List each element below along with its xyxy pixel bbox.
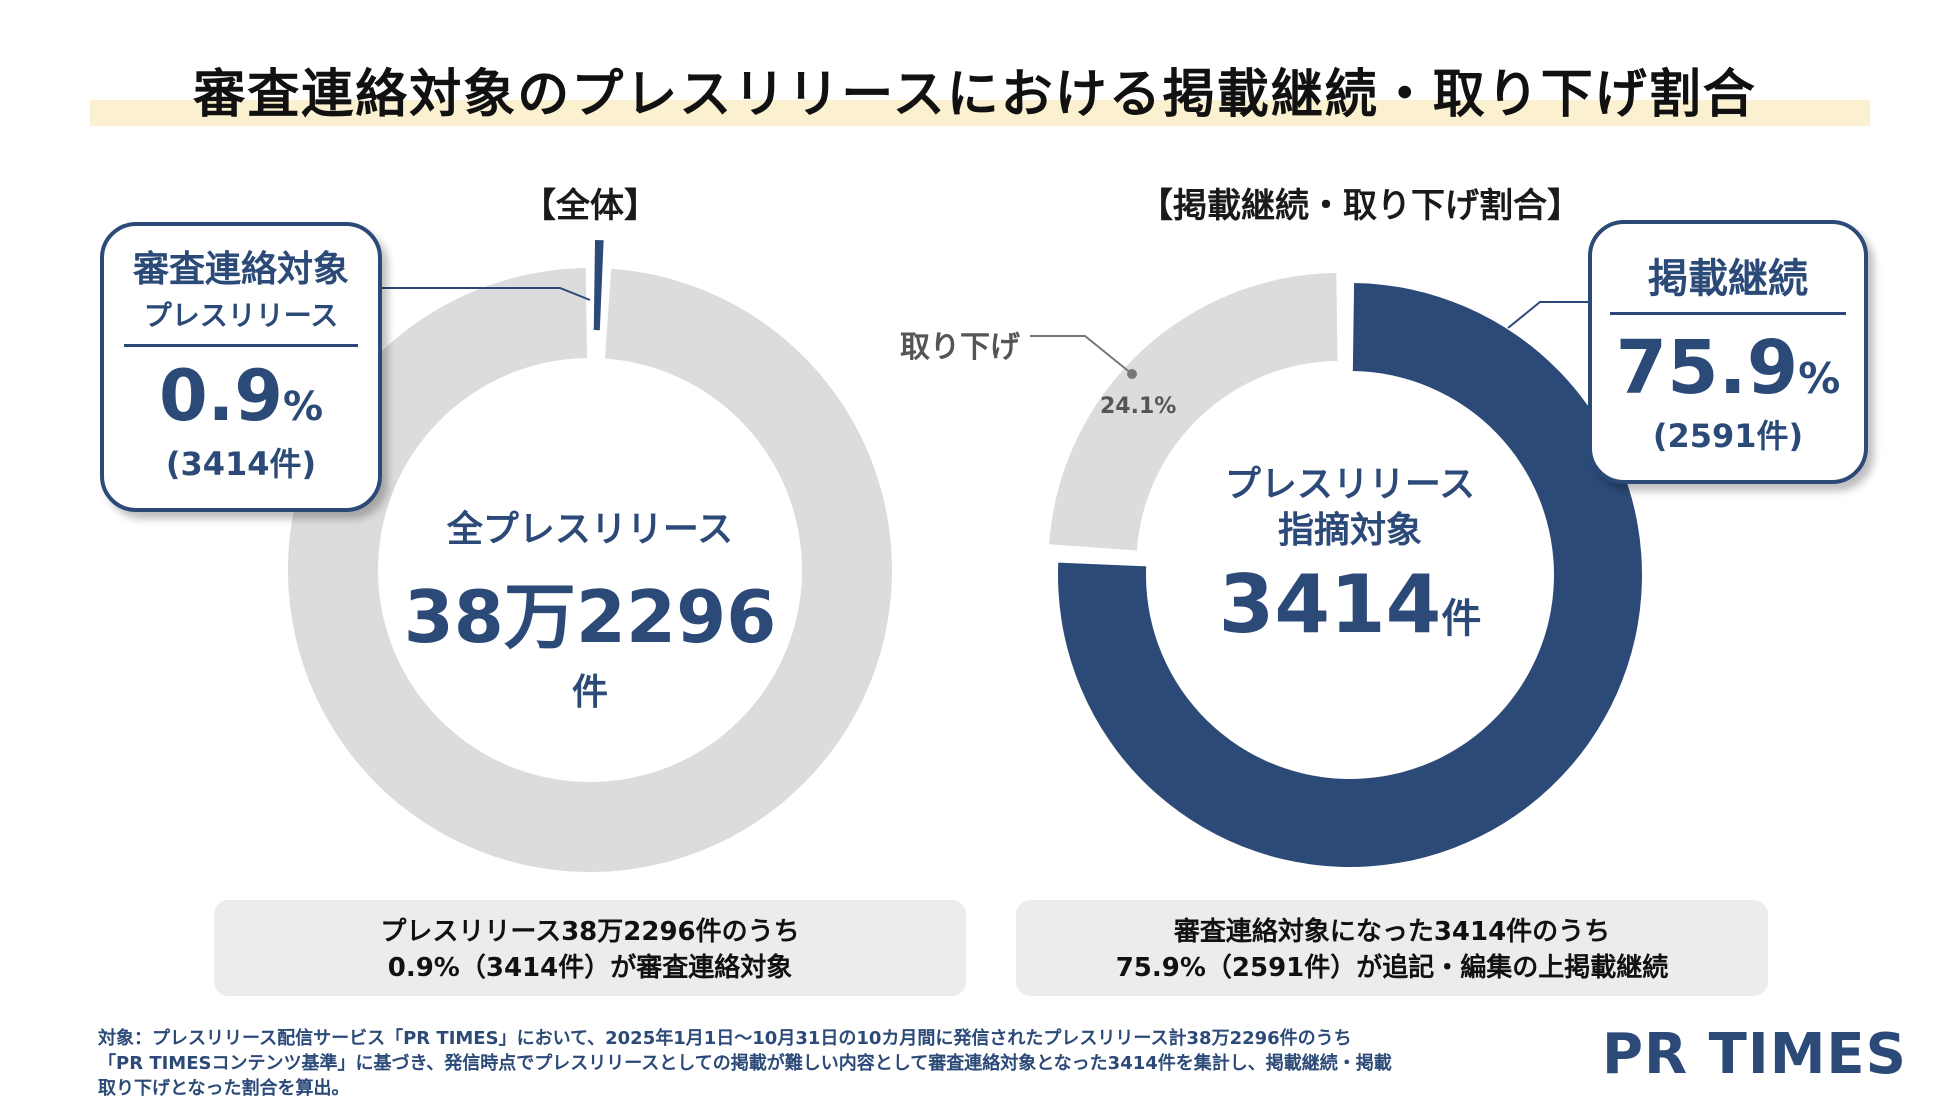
left-center-value-row: 38万2296 件 bbox=[390, 558, 790, 715]
left-chart-title: 【全体】 bbox=[522, 186, 658, 226]
left-center-label-block: 全プレスリリース 38万2296 件 bbox=[390, 500, 790, 715]
left-callout-rule bbox=[124, 344, 358, 347]
right-center-label: プレスリリース bbox=[1224, 464, 1476, 505]
left-center-value: 38万2296 bbox=[403, 575, 777, 659]
right-center-label-2: 指摘対象 bbox=[1277, 510, 1422, 551]
donut-slice-withdrawn bbox=[1049, 272, 1338, 551]
left-callout-unit: % bbox=[282, 384, 324, 430]
right-summary: 審査連絡対象になった3414件のうち 75.9%（2591件）が追記・編集の上掲… bbox=[1016, 900, 1768, 996]
left-summary: プレスリリース38万2296件のうち 0.9%（3414件）が審査連絡対象 bbox=[214, 900, 966, 996]
right-donut bbox=[1049, 272, 1642, 868]
page-title: 審査連絡対象のプレスリリースにおける掲載継続・取り下げ割合 bbox=[193, 65, 1757, 125]
left-callout: 審査連絡対象 プレスリリース 0.9% (3414件) bbox=[100, 222, 382, 512]
right-callout-line1: 掲載継続 bbox=[1648, 256, 1808, 302]
right-center-value-row: 3414件 bbox=[1150, 558, 1550, 651]
right-callout-count: (2591件) bbox=[1652, 417, 1804, 455]
donut-slice-other bbox=[288, 268, 893, 873]
right-center-label-block: プレスリリース 指摘対象 3414件 bbox=[1150, 462, 1550, 651]
donut-slice-continued bbox=[1058, 283, 1642, 868]
left-donut bbox=[288, 240, 893, 873]
withdrawn-value: 24.1% bbox=[1100, 394, 1177, 419]
left-callout-count: (3414件) bbox=[165, 445, 317, 483]
right-callout-value-row: 75.9% bbox=[1592, 325, 1864, 411]
right-center-unit: 件 bbox=[1441, 596, 1482, 642]
leader-line-withdrawn bbox=[1030, 335, 1133, 375]
donut-slice-review-target bbox=[593, 240, 604, 331]
right-callout-rule bbox=[1610, 312, 1846, 315]
right-callout-unit: % bbox=[1798, 354, 1841, 403]
right-summary-line1: 審査連絡対象になった3414件のうち bbox=[1173, 917, 1611, 947]
title-highlight-band bbox=[90, 100, 1870, 126]
left-callout-line2: プレスリリース bbox=[143, 299, 339, 332]
left-callout-value-row: 0.9% bbox=[104, 355, 378, 437]
left-summary-line1: プレスリリース38万2296件のうち bbox=[380, 917, 800, 947]
leader-dot-withdrawn bbox=[1127, 369, 1137, 379]
right-chart-title: 【掲載継続・取り下げ割合】 bbox=[1139, 186, 1581, 226]
footnote-line-1: 対象：プレスリリース配信サービス「PR TIMES」において、2025年1月1日… bbox=[98, 1028, 1352, 1049]
left-summary-line2: 0.9%（3414件）が審査連絡対象 bbox=[387, 953, 793, 983]
right-callout-value: 75.9 bbox=[1615, 325, 1799, 411]
footnote-line-2: 「PR TIMESコンテンツ基準」に基づき、発信時点でプレスリリースとしての掲載… bbox=[98, 1053, 1392, 1074]
left-center-label: 全プレスリリース bbox=[446, 509, 734, 550]
right-callout: 掲載継続 75.9% (2591件) bbox=[1588, 220, 1868, 484]
right-center-value: 3414 bbox=[1218, 558, 1442, 651]
leader-line-left-callout bbox=[382, 287, 591, 301]
footnote-line-3: 取り下げとなった割合を算出。 bbox=[98, 1078, 350, 1099]
left-callout-line1: 審査連絡対象 bbox=[132, 249, 349, 290]
left-callout-value: 0.9 bbox=[158, 355, 283, 437]
withdrawn-label: 取り下げ bbox=[900, 330, 1020, 365]
footnote: 対象：プレスリリース配信サービス「PR TIMES」において、2025年1月1日… bbox=[98, 1026, 1392, 1101]
leader-line-right-callout bbox=[1507, 301, 1588, 329]
left-center-unit: 件 bbox=[571, 672, 608, 713]
leader-lines bbox=[382, 287, 1588, 379]
pr-times-logo: PR TIMES bbox=[1602, 1022, 1908, 1087]
right-summary-line2: 75.9%（2591件）が追記・編集の上掲載継続 bbox=[1115, 953, 1669, 983]
